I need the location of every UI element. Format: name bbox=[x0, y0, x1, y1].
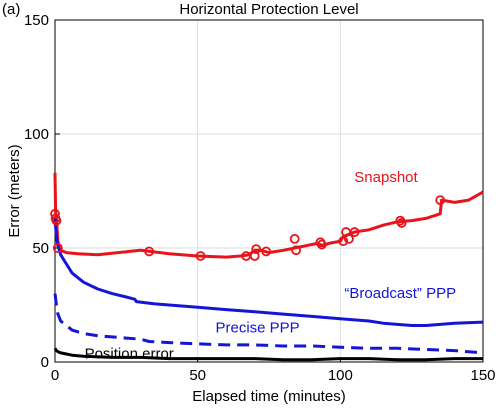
plot-frame bbox=[54, 19, 484, 363]
snapshot-marker bbox=[261, 246, 272, 257]
series-annotation: Snapshot bbox=[354, 169, 418, 186]
snapshot-marker bbox=[52, 243, 63, 253]
x-tick-label: 0 bbox=[51, 367, 59, 384]
snapshot-marker bbox=[349, 227, 360, 237]
series bbox=[53, 172, 484, 362]
snapshot-marker bbox=[316, 239, 327, 250]
snapshot-markers bbox=[50, 195, 446, 261]
snapshot-marker bbox=[144, 246, 155, 257]
snapshot-marker bbox=[251, 244, 262, 255]
y-tick-label: 50 bbox=[32, 240, 49, 257]
y-ticks: 0 50 100 150 bbox=[24, 12, 60, 371]
annotations: Snapshot “Broadcast” PPP Precise PPP Positi… bbox=[85, 169, 457, 363]
series-annotation: Precise PPP bbox=[215, 319, 299, 336]
x-tick-label: 50 bbox=[189, 367, 206, 384]
series-annotation: “Broadcast” PPP bbox=[344, 285, 456, 302]
snapshot-marker bbox=[338, 236, 349, 247]
panel-label: (a) bbox=[2, 1, 20, 18]
series-line-precise-ppp bbox=[53, 293, 484, 355]
y-tick-label: 150 bbox=[24, 12, 49, 29]
snapshot-marker bbox=[435, 195, 446, 206]
series-annotation: Position error bbox=[85, 346, 174, 363]
y-axis-label: Error (meters) bbox=[6, 144, 23, 237]
snapshot-marker bbox=[396, 218, 407, 228]
grid bbox=[55, 20, 483, 362]
snapshot-marker bbox=[289, 233, 300, 244]
snapshot-marker bbox=[50, 208, 60, 219]
chart-title: Horizontal Protection Level bbox=[179, 1, 358, 18]
x-tick-label: 150 bbox=[470, 367, 495, 384]
snapshot-marker bbox=[51, 215, 62, 226]
snapshot-marker bbox=[291, 245, 302, 256]
x-ticks: 0 50 100 150 bbox=[51, 357, 496, 384]
snapshot-marker bbox=[195, 251, 206, 261]
series-line-position-error bbox=[53, 347, 483, 362]
series-line-broadcast-ppp bbox=[53, 218, 484, 327]
x-tick-label: 100 bbox=[328, 367, 353, 384]
y-tick-label: 100 bbox=[24, 126, 49, 143]
x-axis-label: Elapsed time (minutes) bbox=[192, 388, 345, 405]
snapshot-marker bbox=[249, 251, 260, 261]
snapshot-marker bbox=[343, 233, 354, 244]
y-tick-label: 0 bbox=[41, 354, 49, 371]
series-line-snapshot bbox=[53, 172, 484, 259]
